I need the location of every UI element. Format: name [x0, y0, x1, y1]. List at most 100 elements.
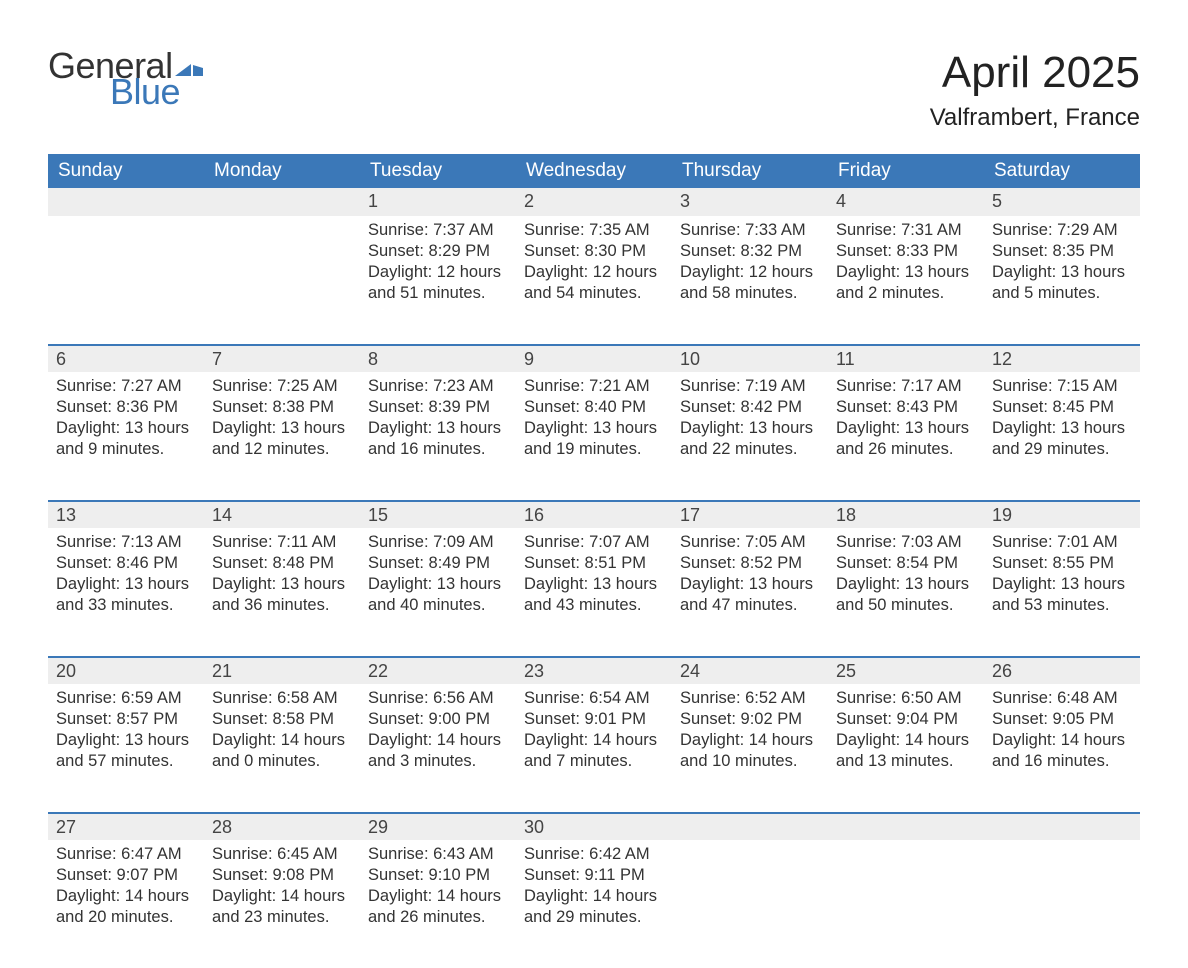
day-cell: Sunrise: 7:25 AMSunset: 8:38 PMDaylight:… [204, 372, 360, 500]
day-cell: Sunrise: 6:59 AMSunset: 8:57 PMDaylight:… [48, 684, 204, 812]
sunset-line: Sunset: 8:29 PM [368, 241, 508, 262]
day-content: Sunrise: 7:21 AMSunset: 8:40 PMDaylight:… [516, 372, 672, 474]
sunrise-line: Sunrise: 7:37 AM [368, 220, 508, 241]
sunset-line: Sunset: 9:05 PM [992, 709, 1132, 730]
day-content: Sunrise: 6:58 AMSunset: 8:58 PMDaylight:… [204, 684, 360, 786]
day-number: 3 [672, 188, 828, 216]
sunrise-line: Sunrise: 7:29 AM [992, 220, 1132, 241]
sunrise-line: Sunrise: 6:58 AM [212, 688, 352, 709]
daylight-line: Daylight: 14 hours and 29 minutes. [524, 886, 664, 928]
sunrise-line: Sunrise: 6:56 AM [368, 688, 508, 709]
day-cell: Sunrise: 7:37 AMSunset: 8:29 PMDaylight:… [360, 216, 516, 344]
sunset-line: Sunset: 8:54 PM [836, 553, 976, 574]
day-cell: Sunrise: 6:54 AMSunset: 9:01 PMDaylight:… [516, 684, 672, 812]
daylight-line: Daylight: 13 hours and 5 minutes. [992, 262, 1132, 304]
sunset-line: Sunset: 9:07 PM [56, 865, 196, 886]
day-cell: Sunrise: 7:29 AMSunset: 8:35 PMDaylight:… [984, 216, 1140, 344]
day-cell: Sunrise: 6:50 AMSunset: 9:04 PMDaylight:… [828, 684, 984, 812]
sunset-line: Sunset: 8:48 PM [212, 553, 352, 574]
daylight-line: Daylight: 14 hours and 23 minutes. [212, 886, 352, 928]
sunrise-line: Sunrise: 7:25 AM [212, 376, 352, 397]
daylight-line: Daylight: 13 hours and 53 minutes. [992, 574, 1132, 616]
daylight-line: Daylight: 13 hours and 16 minutes. [368, 418, 508, 460]
sunrise-line: Sunrise: 7:05 AM [680, 532, 820, 553]
weekday-header: Sunday [48, 154, 204, 188]
weekday-header: Friday [828, 154, 984, 188]
weekday-header-row: SundayMondayTuesdayWednesdayThursdayFrid… [48, 154, 1140, 188]
page-header: General Blue April 2025 Valframbert, Fra… [48, 48, 1140, 132]
day-content: Sunrise: 7:31 AMSunset: 8:33 PMDaylight:… [828, 216, 984, 318]
week-content-row: Sunrise: 7:13 AMSunset: 8:46 PMDaylight:… [48, 528, 1140, 656]
day-content: Sunrise: 6:56 AMSunset: 9:00 PMDaylight:… [360, 684, 516, 786]
daylight-line: Daylight: 14 hours and 10 minutes. [680, 730, 820, 772]
sunset-line: Sunset: 8:30 PM [524, 241, 664, 262]
day-content: Sunrise: 6:50 AMSunset: 9:04 PMDaylight:… [828, 684, 984, 786]
sunset-line: Sunset: 8:45 PM [992, 397, 1132, 418]
day-cell: Sunrise: 6:45 AMSunset: 9:08 PMDaylight:… [204, 840, 360, 968]
daylight-line: Daylight: 13 hours and 36 minutes. [212, 574, 352, 616]
day-content: Sunrise: 6:47 AMSunset: 9:07 PMDaylight:… [48, 840, 204, 942]
sunrise-line: Sunrise: 7:11 AM [212, 532, 352, 553]
week-daynum-row: 12345 [48, 188, 1140, 216]
sunset-line: Sunset: 9:01 PM [524, 709, 664, 730]
day-cell: Sunrise: 6:56 AMSunset: 9:00 PMDaylight:… [360, 684, 516, 812]
day-cell: Sunrise: 7:09 AMSunset: 8:49 PMDaylight:… [360, 528, 516, 656]
day-content: Sunrise: 7:09 AMSunset: 8:49 PMDaylight:… [360, 528, 516, 630]
brand-word-blue: Blue [110, 74, 203, 110]
sunset-line: Sunset: 8:46 PM [56, 553, 196, 574]
day-number: 26 [984, 656, 1140, 684]
day-cell: Sunrise: 7:19 AMSunset: 8:42 PMDaylight:… [672, 372, 828, 500]
sunrise-line: Sunrise: 7:19 AM [680, 376, 820, 397]
sunrise-line: Sunrise: 7:27 AM [56, 376, 196, 397]
day-content: Sunrise: 6:54 AMSunset: 9:01 PMDaylight:… [516, 684, 672, 786]
day-content: Sunrise: 7:01 AMSunset: 8:55 PMDaylight:… [984, 528, 1140, 630]
sunset-line: Sunset: 8:36 PM [56, 397, 196, 418]
day-content: Sunrise: 6:42 AMSunset: 9:11 PMDaylight:… [516, 840, 672, 942]
day-cell: Sunrise: 6:43 AMSunset: 9:10 PMDaylight:… [360, 840, 516, 968]
day-number: 6 [48, 344, 204, 372]
day-number: 27 [48, 812, 204, 840]
sunset-line: Sunset: 8:40 PM [524, 397, 664, 418]
sunset-line: Sunset: 8:35 PM [992, 241, 1132, 262]
daylight-line: Daylight: 13 hours and 22 minutes. [680, 418, 820, 460]
calendar-table: SundayMondayTuesdayWednesdayThursdayFrid… [48, 154, 1140, 968]
day-cell [204, 216, 360, 344]
day-content: Sunrise: 7:15 AMSunset: 8:45 PMDaylight:… [984, 372, 1140, 474]
sunset-line: Sunset: 9:04 PM [836, 709, 976, 730]
sunrise-line: Sunrise: 7:21 AM [524, 376, 664, 397]
weekday-header: Monday [204, 154, 360, 188]
day-content: Sunrise: 6:48 AMSunset: 9:05 PMDaylight:… [984, 684, 1140, 786]
daylight-line: Daylight: 13 hours and 47 minutes. [680, 574, 820, 616]
day-content: Sunrise: 7:27 AMSunset: 8:36 PMDaylight:… [48, 372, 204, 474]
daylight-line: Daylight: 12 hours and 54 minutes. [524, 262, 664, 304]
day-number: 5 [984, 188, 1140, 216]
weekday-header: Tuesday [360, 154, 516, 188]
sunset-line: Sunset: 8:51 PM [524, 553, 664, 574]
day-content: Sunrise: 7:11 AMSunset: 8:48 PMDaylight:… [204, 528, 360, 630]
sunrise-line: Sunrise: 7:09 AM [368, 532, 508, 553]
sunrise-line: Sunrise: 7:01 AM [992, 532, 1132, 553]
day-content: Sunrise: 7:03 AMSunset: 8:54 PMDaylight:… [828, 528, 984, 630]
day-cell: Sunrise: 7:23 AMSunset: 8:39 PMDaylight:… [360, 372, 516, 500]
day-cell: Sunrise: 7:27 AMSunset: 8:36 PMDaylight:… [48, 372, 204, 500]
sunrise-line: Sunrise: 6:48 AM [992, 688, 1132, 709]
day-number [204, 188, 360, 216]
daylight-line: Daylight: 13 hours and 57 minutes. [56, 730, 196, 772]
daylight-line: Daylight: 13 hours and 19 minutes. [524, 418, 664, 460]
day-cell: Sunrise: 7:35 AMSunset: 8:30 PMDaylight:… [516, 216, 672, 344]
day-content: Sunrise: 7:19 AMSunset: 8:42 PMDaylight:… [672, 372, 828, 474]
daylight-line: Daylight: 12 hours and 51 minutes. [368, 262, 508, 304]
day-cell: Sunrise: 7:03 AMSunset: 8:54 PMDaylight:… [828, 528, 984, 656]
sunrise-line: Sunrise: 6:54 AM [524, 688, 664, 709]
sunset-line: Sunset: 8:33 PM [836, 241, 976, 262]
day-content: Sunrise: 7:25 AMSunset: 8:38 PMDaylight:… [204, 372, 360, 474]
sunrise-line: Sunrise: 6:43 AM [368, 844, 508, 865]
sunset-line: Sunset: 8:57 PM [56, 709, 196, 730]
day-number: 22 [360, 656, 516, 684]
day-cell: Sunrise: 7:07 AMSunset: 8:51 PMDaylight:… [516, 528, 672, 656]
brand-logo: General Blue [48, 48, 203, 110]
day-number [828, 812, 984, 840]
sunrise-line: Sunrise: 6:42 AM [524, 844, 664, 865]
day-number: 8 [360, 344, 516, 372]
day-number: 9 [516, 344, 672, 372]
